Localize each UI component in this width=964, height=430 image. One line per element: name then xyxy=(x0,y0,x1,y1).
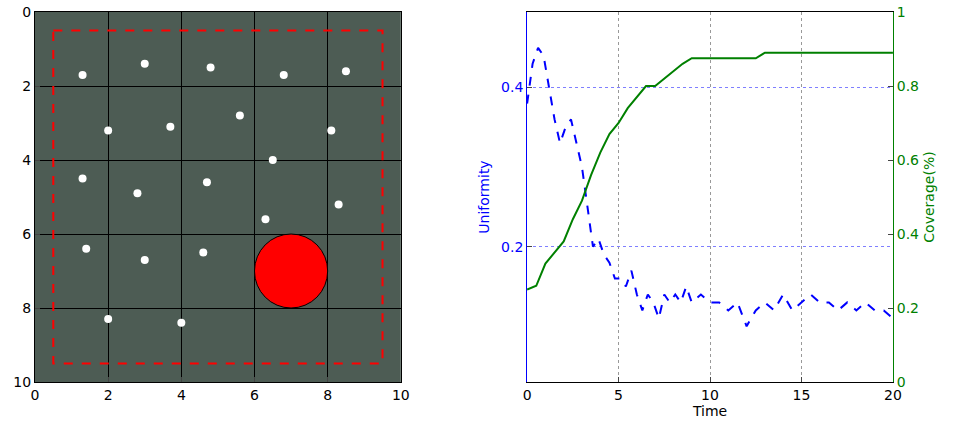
svg-text:5: 5 xyxy=(614,387,623,403)
svg-text:2: 2 xyxy=(104,387,113,403)
svg-text:0.2: 0.2 xyxy=(501,239,523,255)
svg-text:0.2: 0.2 xyxy=(897,300,919,316)
svg-text:4: 4 xyxy=(22,152,31,168)
svg-text:1: 1 xyxy=(897,4,906,20)
svg-text:2: 2 xyxy=(22,78,31,94)
svg-text:0: 0 xyxy=(523,387,532,403)
svg-text:10: 10 xyxy=(701,387,719,403)
svg-text:20: 20 xyxy=(884,387,902,403)
svg-text:8: 8 xyxy=(22,300,31,316)
svg-text:6: 6 xyxy=(22,226,31,242)
svg-text:0.4: 0.4 xyxy=(501,79,523,95)
svg-text:0.8: 0.8 xyxy=(897,78,919,94)
svg-text:10: 10 xyxy=(392,387,410,403)
svg-text:0: 0 xyxy=(22,4,31,20)
svg-text:Time: Time xyxy=(692,403,727,419)
svg-text:0.6: 0.6 xyxy=(897,152,919,168)
svg-text:0: 0 xyxy=(897,374,906,390)
svg-text:0: 0 xyxy=(31,387,40,403)
svg-text:Coverage(%): Coverage(%) xyxy=(921,151,937,242)
svg-text:4: 4 xyxy=(177,387,186,403)
svg-text:15: 15 xyxy=(793,387,811,403)
svg-text:6: 6 xyxy=(250,387,259,403)
svg-text:0.4: 0.4 xyxy=(897,226,919,242)
svg-text:Uniformity: Uniformity xyxy=(476,160,492,233)
svg-text:8: 8 xyxy=(323,387,332,403)
svg-text:10: 10 xyxy=(13,374,31,390)
